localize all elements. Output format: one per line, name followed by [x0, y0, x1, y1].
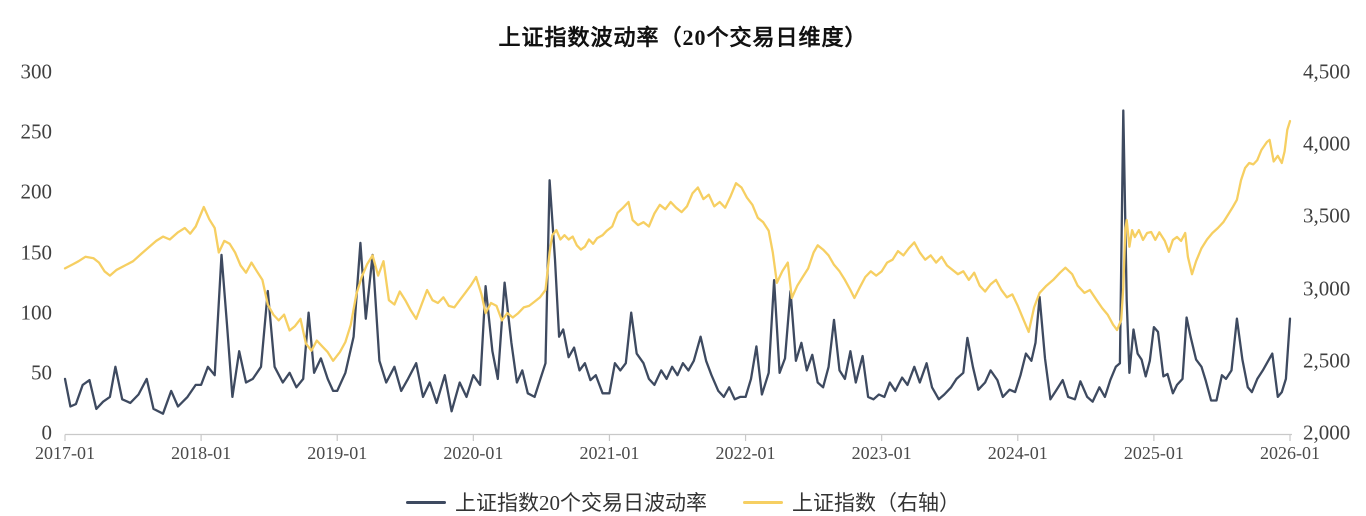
legend-item-volatility: 上证指数20个交易日波动率 [406, 487, 707, 516]
legend-label-volatility: 上证指数20个交易日波动率 [455, 491, 707, 515]
legend-line-index-icon [743, 500, 783, 504]
legend: 上证指数20个交易日波动率 上证指数（右轴） [0, 487, 1366, 516]
x-tick-label: 2024-01 [987, 443, 1048, 463]
y-tick-label-right: 2,000 [1303, 420, 1351, 445]
y-tick-label-left: 0 [41, 420, 53, 445]
x-tick-label: 2017-01 [35, 443, 95, 463]
y-tick-label-right: 2,500 [1303, 348, 1351, 373]
y-tick-label-left: 250 [20, 119, 53, 144]
x-tick-label: 2019-01 [307, 443, 368, 463]
volatility-series-line [63, 109, 1292, 415]
y-tick-label-right: 4,500 [1303, 59, 1351, 84]
y-tick-label-left: 200 [20, 179, 53, 204]
chart-title: 上证指数波动率（20个交易日维度） [498, 25, 868, 50]
y-tick-label-right: 3,500 [1303, 203, 1351, 228]
y-tick-label-left: 300 [20, 59, 53, 84]
x-tick-label: 2018-01 [171, 443, 232, 463]
index-series-line [63, 119, 1292, 362]
x-tick-label: 2023-01 [851, 443, 912, 463]
y-tick-label-left: 50 [31, 360, 52, 385]
x-tick-label: 2020-01 [443, 443, 504, 463]
y-tick-label-right: 4,000 [1303, 131, 1351, 156]
y-tick-label-left: 150 [20, 240, 53, 264]
y-tick-label-right: 3,000 [1303, 276, 1351, 301]
legend-item-index: 上证指数（右轴） [743, 487, 960, 516]
x-tick-label: 2021-01 [579, 443, 640, 463]
x-tick-label: 2025-01 [1123, 443, 1184, 463]
y-tick-label-left: 100 [20, 300, 53, 325]
x-tick-label: 2022-01 [715, 443, 776, 463]
legend-line-volatility-icon [406, 500, 446, 504]
x-tick-label: 2026-01 [1260, 443, 1320, 463]
legend-label-index: 上证指数（右轴） [792, 491, 960, 515]
